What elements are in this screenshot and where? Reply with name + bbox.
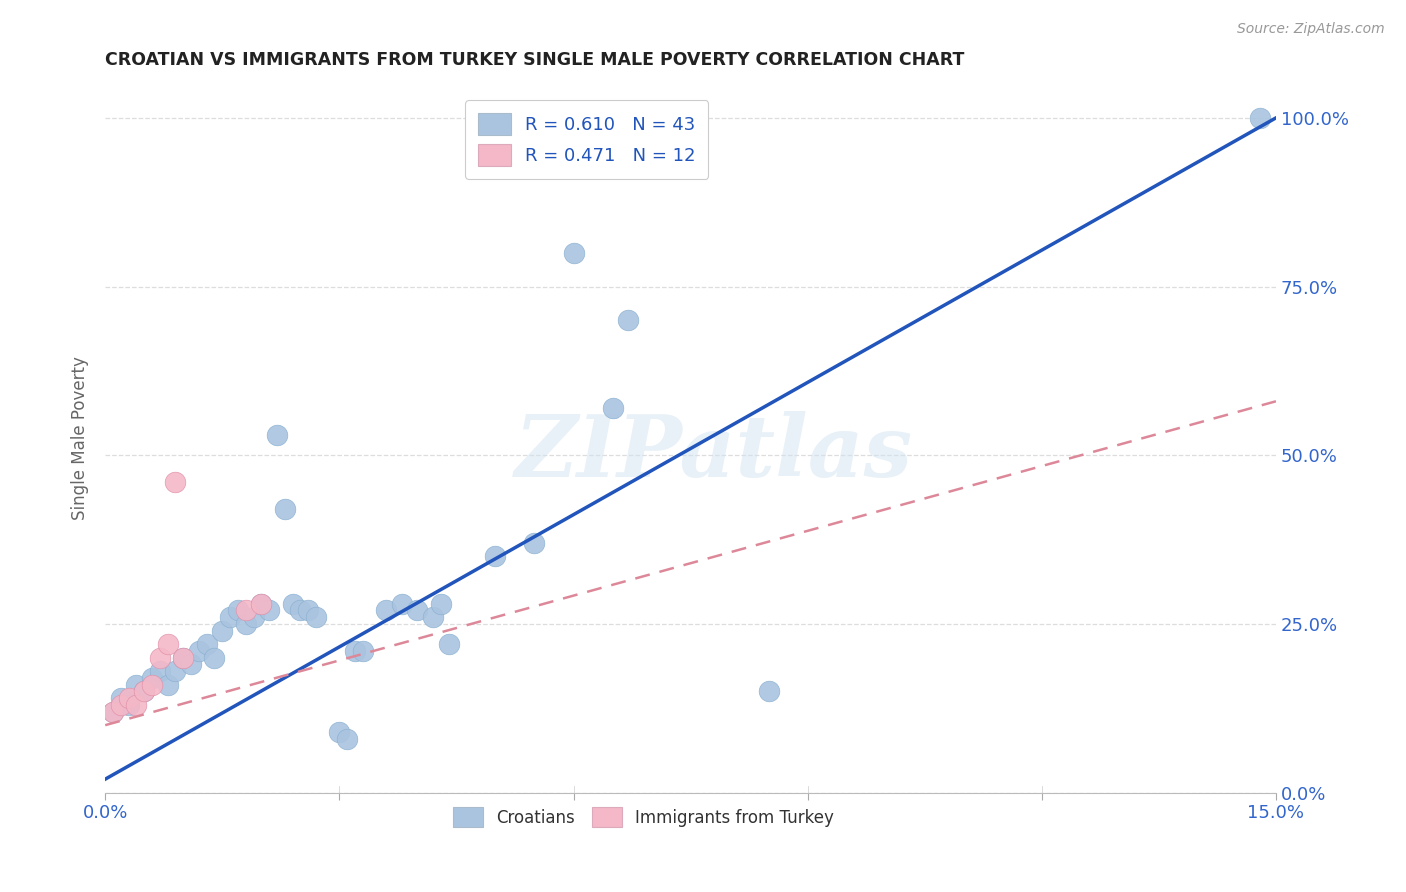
Point	[343, 644, 366, 658]
Legend: Croatians, Immigrants from Turkey: Croatians, Immigrants from Turkey	[447, 800, 841, 834]
Y-axis label: Single Male Poverty: Single Male Poverty	[72, 357, 89, 520]
Point	[172, 650, 194, 665]
Point	[134, 684, 156, 698]
Point	[290, 603, 312, 617]
Point	[328, 725, 350, 739]
Point	[172, 650, 194, 665]
Point	[101, 705, 124, 719]
Point	[617, 313, 640, 327]
Point	[257, 603, 280, 617]
Point	[101, 705, 124, 719]
Point	[274, 502, 297, 516]
Point	[305, 610, 328, 624]
Point	[211, 624, 233, 638]
Point	[250, 597, 273, 611]
Point	[1249, 111, 1271, 125]
Point	[352, 644, 374, 658]
Point	[266, 428, 288, 442]
Point	[195, 637, 218, 651]
Point	[297, 603, 319, 617]
Point	[125, 678, 148, 692]
Point	[235, 617, 257, 632]
Point	[117, 691, 139, 706]
Point	[758, 684, 780, 698]
Point	[117, 698, 139, 712]
Text: Source: ZipAtlas.com: Source: ZipAtlas.com	[1237, 22, 1385, 37]
Point	[134, 684, 156, 698]
Point	[391, 597, 413, 611]
Point	[165, 664, 187, 678]
Point	[336, 731, 359, 746]
Text: ZIPatlas: ZIPatlas	[515, 411, 912, 494]
Point	[110, 698, 132, 712]
Point	[375, 603, 398, 617]
Point	[250, 597, 273, 611]
Point	[406, 603, 429, 617]
Point	[235, 603, 257, 617]
Point	[149, 664, 172, 678]
Point	[165, 475, 187, 490]
Point	[226, 603, 249, 617]
Point	[219, 610, 242, 624]
Point	[422, 610, 444, 624]
Point	[484, 549, 506, 564]
Point	[141, 671, 163, 685]
Point	[156, 637, 179, 651]
Point	[204, 650, 226, 665]
Point	[110, 691, 132, 706]
Point	[180, 657, 202, 672]
Point	[125, 698, 148, 712]
Text: CROATIAN VS IMMIGRANTS FROM TURKEY SINGLE MALE POVERTY CORRELATION CHART: CROATIAN VS IMMIGRANTS FROM TURKEY SINGL…	[105, 51, 965, 69]
Point	[437, 637, 460, 651]
Point	[562, 245, 585, 260]
Point	[602, 401, 624, 415]
Point	[242, 610, 264, 624]
Point	[281, 597, 304, 611]
Point	[141, 678, 163, 692]
Point	[149, 650, 172, 665]
Point	[156, 678, 179, 692]
Point	[430, 597, 453, 611]
Point	[523, 536, 546, 550]
Point	[187, 644, 209, 658]
